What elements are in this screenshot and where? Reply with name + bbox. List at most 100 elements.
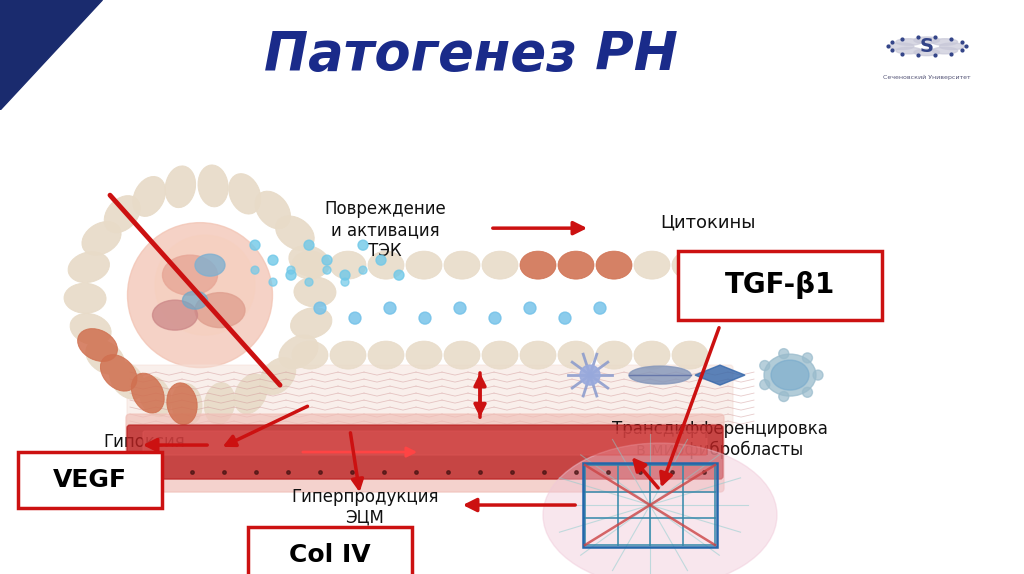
Circle shape <box>779 348 788 359</box>
Text: VEGF: VEGF <box>53 468 127 492</box>
Circle shape <box>286 270 296 280</box>
Ellipse shape <box>771 360 809 390</box>
Circle shape <box>341 278 349 286</box>
Ellipse shape <box>78 329 118 362</box>
Ellipse shape <box>292 251 328 279</box>
Ellipse shape <box>172 383 202 425</box>
Ellipse shape <box>133 176 166 216</box>
Text: S: S <box>920 37 934 56</box>
Ellipse shape <box>139 376 171 417</box>
FancyBboxPatch shape <box>18 452 162 508</box>
Ellipse shape <box>82 222 121 255</box>
Ellipse shape <box>596 251 632 279</box>
Ellipse shape <box>932 47 957 54</box>
Text: Сеченовский Университет: Сеченовский Университет <box>883 75 971 80</box>
Circle shape <box>323 266 331 274</box>
Ellipse shape <box>914 49 940 56</box>
Circle shape <box>314 302 326 314</box>
Ellipse shape <box>205 383 234 424</box>
FancyBboxPatch shape <box>126 414 724 492</box>
Ellipse shape <box>195 293 245 328</box>
Ellipse shape <box>406 251 442 279</box>
Ellipse shape <box>260 358 296 394</box>
Circle shape <box>384 302 396 314</box>
Ellipse shape <box>279 335 318 369</box>
Ellipse shape <box>368 341 404 369</box>
Ellipse shape <box>255 191 291 229</box>
Ellipse shape <box>165 166 196 208</box>
Ellipse shape <box>330 341 366 369</box>
FancyBboxPatch shape <box>127 425 723 479</box>
Ellipse shape <box>672 251 708 279</box>
Ellipse shape <box>558 251 594 279</box>
Ellipse shape <box>368 251 404 279</box>
Circle shape <box>287 266 295 274</box>
Circle shape <box>760 360 770 371</box>
Ellipse shape <box>629 366 691 384</box>
Ellipse shape <box>294 277 336 307</box>
Ellipse shape <box>104 196 140 232</box>
Text: Col IV: Col IV <box>289 543 371 567</box>
Ellipse shape <box>198 165 228 207</box>
Ellipse shape <box>444 341 480 369</box>
Ellipse shape <box>153 300 198 330</box>
Text: Патогенез РН: Патогенез РН <box>264 29 678 81</box>
Ellipse shape <box>896 47 922 54</box>
Ellipse shape <box>195 254 225 276</box>
Text: Трансдифференцировка
в миофибробласты: Трансдифференцировка в миофибробласты <box>612 420 828 459</box>
Circle shape <box>580 365 600 385</box>
Text: Гипоксия: Гипоксия <box>103 433 185 451</box>
Ellipse shape <box>69 252 110 282</box>
Ellipse shape <box>896 38 922 45</box>
Ellipse shape <box>634 251 670 279</box>
Circle shape <box>358 240 368 250</box>
Ellipse shape <box>482 251 518 279</box>
Circle shape <box>349 312 361 324</box>
Ellipse shape <box>889 43 913 49</box>
Ellipse shape <box>234 374 267 414</box>
Ellipse shape <box>406 341 442 369</box>
Ellipse shape <box>520 251 556 279</box>
Ellipse shape <box>482 341 518 369</box>
Circle shape <box>340 270 350 280</box>
Circle shape <box>269 278 278 286</box>
Circle shape <box>779 391 788 402</box>
Ellipse shape <box>65 283 106 313</box>
Circle shape <box>376 255 386 265</box>
Polygon shape <box>0 0 102 110</box>
Ellipse shape <box>520 341 556 369</box>
Ellipse shape <box>70 313 112 345</box>
Circle shape <box>803 353 812 363</box>
Circle shape <box>359 266 367 274</box>
FancyBboxPatch shape <box>143 431 707 455</box>
Circle shape <box>394 270 404 280</box>
Circle shape <box>250 240 260 250</box>
Circle shape <box>559 312 571 324</box>
FancyBboxPatch shape <box>248 527 412 574</box>
Ellipse shape <box>672 341 708 369</box>
Circle shape <box>803 387 812 397</box>
Circle shape <box>594 302 606 314</box>
Ellipse shape <box>86 340 124 374</box>
Ellipse shape <box>939 43 965 49</box>
Ellipse shape <box>543 443 777 574</box>
Ellipse shape <box>275 216 314 250</box>
Circle shape <box>419 312 431 324</box>
Circle shape <box>305 278 313 286</box>
Text: TGF-β1: TGF-β1 <box>725 271 836 299</box>
Ellipse shape <box>100 355 137 391</box>
Ellipse shape <box>932 38 957 45</box>
Ellipse shape <box>914 37 940 44</box>
Text: Повреждение
и активация
ТЭК: Повреждение и активация ТЭК <box>325 200 445 260</box>
Text: Цитокины: Цитокины <box>660 213 756 231</box>
Ellipse shape <box>155 235 255 335</box>
Ellipse shape <box>596 341 632 369</box>
Text: Гиперпродукция
ЭЦМ: Гиперпродукция ЭЦМ <box>291 488 438 527</box>
Circle shape <box>251 266 259 274</box>
Ellipse shape <box>558 341 594 369</box>
Ellipse shape <box>634 341 670 369</box>
Ellipse shape <box>291 308 332 339</box>
Circle shape <box>268 255 278 265</box>
Circle shape <box>454 302 466 314</box>
Ellipse shape <box>764 354 816 396</box>
